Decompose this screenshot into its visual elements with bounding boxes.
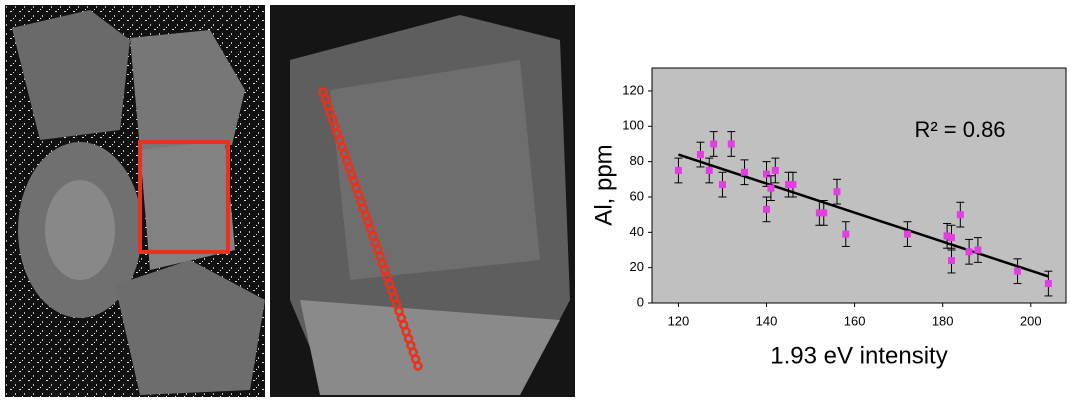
point bbox=[943, 232, 951, 240]
point bbox=[947, 257, 955, 265]
transect-dot bbox=[413, 361, 423, 371]
point bbox=[763, 170, 771, 178]
x-tick-label: 140 bbox=[756, 313, 778, 328]
point bbox=[833, 188, 841, 196]
point bbox=[710, 140, 718, 148]
point bbox=[785, 181, 793, 189]
point bbox=[767, 184, 775, 192]
point bbox=[815, 209, 823, 217]
y-tick-label: 0 bbox=[637, 294, 644, 309]
zoom-image bbox=[270, 5, 575, 397]
point bbox=[740, 168, 748, 176]
point bbox=[771, 166, 779, 174]
chart: Al, ppm 1.93 eV intensity R² = 0.86 0 20 4… bbox=[590, 67, 1067, 369]
point bbox=[763, 205, 771, 213]
x-axis-label: 1.93 eV intensity bbox=[770, 342, 947, 369]
x-tick-label: 160 bbox=[844, 313, 866, 328]
plot-area bbox=[651, 67, 1067, 304]
y-axis-label: Al, ppm bbox=[590, 144, 617, 225]
trendline bbox=[678, 153, 1049, 278]
point bbox=[789, 181, 797, 189]
x-tick-label: 200 bbox=[1020, 313, 1042, 328]
annotation: R² = 0.86 bbox=[914, 117, 1005, 142]
y-tick-label: 20 bbox=[630, 259, 644, 274]
point bbox=[903, 230, 911, 238]
point bbox=[820, 209, 828, 217]
point bbox=[674, 166, 682, 174]
point bbox=[956, 211, 964, 219]
y-tick-label: 40 bbox=[630, 224, 644, 239]
point bbox=[1044, 280, 1052, 288]
point bbox=[718, 181, 726, 189]
x-tick-label: 120 bbox=[668, 313, 690, 328]
point bbox=[965, 248, 973, 256]
point bbox=[974, 246, 982, 254]
point bbox=[705, 166, 713, 174]
point bbox=[727, 140, 735, 148]
point bbox=[947, 234, 955, 242]
point bbox=[696, 151, 704, 159]
crystal-image bbox=[5, 5, 265, 397]
y-tick-label: 120 bbox=[622, 82, 644, 97]
x-tick-label: 180 bbox=[932, 313, 954, 328]
point bbox=[1014, 267, 1022, 275]
y-tick-label: 100 bbox=[622, 118, 644, 133]
y-tick-label: 60 bbox=[630, 188, 644, 203]
y-tick-label: 80 bbox=[630, 153, 644, 168]
point bbox=[842, 230, 850, 238]
